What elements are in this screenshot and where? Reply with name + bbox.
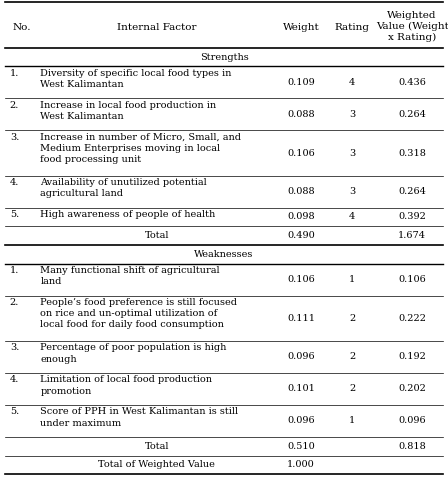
Text: 0.109: 0.109 [287, 78, 315, 87]
Text: 0.096: 0.096 [398, 416, 426, 425]
Text: 1.674: 1.674 [398, 231, 426, 240]
Text: Weaknesses: Weaknesses [194, 250, 254, 259]
Text: 0.222: 0.222 [398, 314, 426, 323]
Text: 0.101: 0.101 [287, 385, 315, 393]
Text: High awareness of people of health: High awareness of people of health [40, 210, 215, 219]
Text: Score of PPH in West Kalimantan is still
under maximum: Score of PPH in West Kalimantan is still… [40, 408, 238, 427]
Text: Diversity of specific local food types in
West Kalimantan: Diversity of specific local food types i… [40, 69, 232, 89]
Text: 0.202: 0.202 [398, 385, 426, 393]
Text: 0.192: 0.192 [398, 353, 426, 362]
Text: 0.106: 0.106 [398, 275, 426, 284]
Text: 0.106: 0.106 [287, 275, 315, 284]
Text: 0.818: 0.818 [398, 442, 426, 451]
Text: 0.096: 0.096 [287, 353, 315, 362]
Text: 2: 2 [349, 385, 355, 393]
Text: Total: Total [145, 231, 169, 240]
Text: 3: 3 [349, 148, 355, 158]
Text: 3: 3 [349, 110, 355, 119]
Text: 0.096: 0.096 [287, 416, 315, 425]
Text: 1.000: 1.000 [287, 460, 315, 469]
Text: 0.088: 0.088 [287, 110, 315, 119]
Text: Strengths: Strengths [200, 53, 248, 61]
Text: 0.392: 0.392 [398, 213, 426, 221]
Text: 0.264: 0.264 [398, 187, 426, 196]
Text: 0.490: 0.490 [287, 231, 315, 240]
Text: 2: 2 [349, 314, 355, 323]
Text: 3.: 3. [10, 133, 19, 142]
Text: 0.318: 0.318 [398, 148, 426, 158]
Text: Rating: Rating [335, 23, 370, 32]
Text: Weight: Weight [283, 23, 319, 32]
Text: 1: 1 [349, 416, 355, 425]
Text: Weighted
Value (Weight
x Rating): Weighted Value (Weight x Rating) [376, 11, 448, 42]
Text: Many functional shift of agricultural
land: Many functional shift of agricultural la… [40, 266, 220, 286]
Text: 4.: 4. [10, 178, 19, 187]
Text: 2: 2 [349, 353, 355, 362]
Text: 0.436: 0.436 [398, 78, 426, 87]
Text: 3.: 3. [10, 343, 19, 353]
Text: No.: No. [12, 23, 31, 32]
Text: 5.: 5. [10, 210, 19, 219]
Text: 3: 3 [349, 187, 355, 196]
Text: 4.: 4. [10, 376, 19, 385]
Text: 0.088: 0.088 [287, 187, 315, 196]
Text: 0.106: 0.106 [287, 148, 315, 158]
Text: 5.: 5. [10, 408, 19, 416]
Text: 4: 4 [349, 78, 355, 87]
Text: Limitation of local food production
promotion: Limitation of local food production prom… [40, 376, 212, 396]
Text: People’s food preference is still focused
on rice and un-optimal utilization of
: People’s food preference is still focuse… [40, 298, 237, 330]
Text: Total of Weighted Value: Total of Weighted Value [99, 460, 215, 469]
Text: 0.264: 0.264 [398, 110, 426, 119]
Text: 0.111: 0.111 [287, 314, 315, 323]
Text: Total: Total [145, 442, 169, 451]
Text: 1.: 1. [10, 69, 19, 78]
Text: 1: 1 [349, 275, 355, 284]
Text: 0.098: 0.098 [287, 213, 315, 221]
Text: 2.: 2. [10, 101, 19, 110]
Text: 0.510: 0.510 [287, 442, 315, 451]
Text: Availability of unutilized potential
agricultural land: Availability of unutilized potential agr… [40, 178, 207, 198]
Text: Increase in local food production in
West Kalimantan: Increase in local food production in Wes… [40, 101, 216, 121]
Text: Percentage of poor population is high
enough: Percentage of poor population is high en… [40, 343, 227, 364]
Text: Internal Factor: Internal Factor [117, 23, 197, 32]
Text: 1.: 1. [10, 266, 19, 275]
Text: 2.: 2. [10, 298, 19, 307]
Text: Increase in number of Micro, Small, and
Medium Enterprises moving in local
food : Increase in number of Micro, Small, and … [40, 133, 241, 164]
Text: 4: 4 [349, 213, 355, 221]
